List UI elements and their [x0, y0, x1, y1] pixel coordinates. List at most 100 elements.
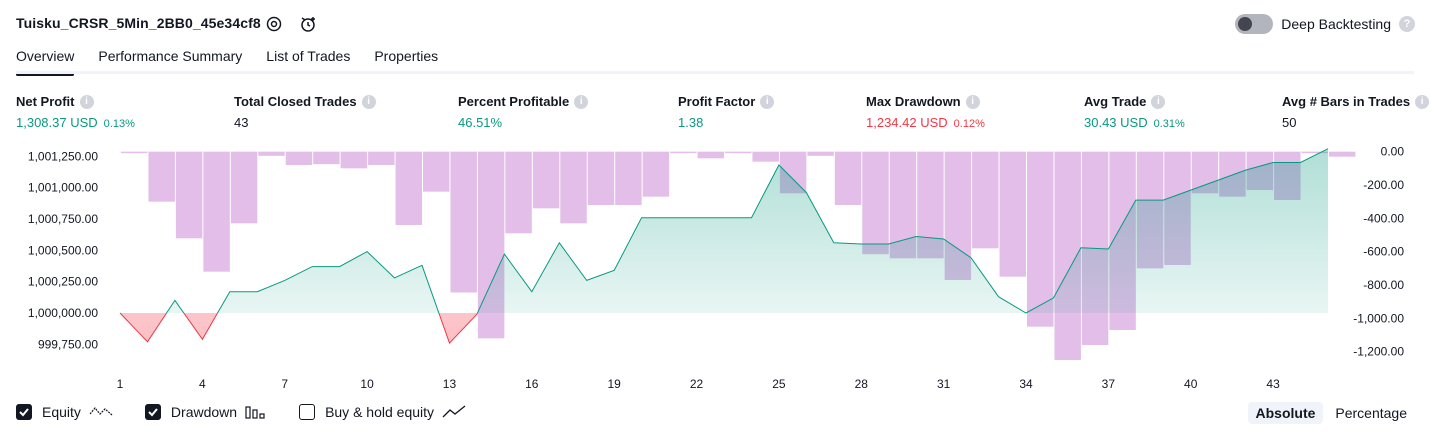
- info-icon[interactable]: i: [965, 94, 980, 109]
- info-icon[interactable]: i: [760, 94, 775, 109]
- buy-hold-line-icon: [442, 405, 466, 419]
- drawdown-bar: [999, 151, 1026, 277]
- drawdown-checkbox[interactable]: [144, 404, 161, 420]
- metric-percent: 0.13%: [103, 118, 135, 130]
- metric-label: Profit Factor: [678, 94, 756, 109]
- metric-max-drawdown: Max Drawdown i 1,234.42 USD 0.12%: [866, 94, 985, 130]
- mode-absolute[interactable]: Absolute: [1247, 402, 1324, 424]
- drawdown-bar: [670, 151, 697, 154]
- legend-equity[interactable]: Equity: [16, 404, 113, 420]
- x-tick-label: 40: [1184, 377, 1198, 391]
- metric-profit-factor: Profit Factor i 1.38: [678, 94, 775, 130]
- info-icon[interactable]: i: [1151, 94, 1166, 109]
- drawdown-bar: [615, 151, 642, 205]
- metric-net-profit: Net Profit i 1,308.37 USD 0.13%: [16, 94, 135, 130]
- metric-value: 1,308.37 USD: [16, 115, 98, 130]
- drawdown-bar: [862, 151, 889, 255]
- drawdown-bar: [285, 151, 313, 165]
- tab-performance-summary[interactable]: Performance Summary: [98, 48, 243, 64]
- x-tick-label: 34: [1019, 377, 1033, 391]
- tab-properties[interactable]: Properties: [374, 48, 439, 64]
- drawdown-tick-label: -600.00: [1363, 245, 1404, 259]
- x-tick-label: 19: [608, 377, 622, 391]
- settings-gear-icon[interactable]: [264, 14, 284, 34]
- tab-overview[interactable]: Overview: [16, 48, 75, 76]
- tab-divider: [16, 71, 1414, 74]
- legend-label: Drawdown: [170, 404, 238, 420]
- x-tick-label: 4: [199, 377, 206, 391]
- metric-value: 46.51%: [458, 115, 503, 130]
- metric-label: Percent Profitable: [458, 94, 570, 109]
- drawdown-tick-label: -1,200.00: [1353, 345, 1404, 359]
- drawdown-bar: [834, 151, 862, 205]
- metric-avg-trade: Avg Trade i 30.43 USD 0.31%: [1084, 94, 1185, 130]
- drawdown-bar: [313, 151, 340, 165]
- drawdown-bar: [1027, 151, 1054, 327]
- drawdown-bar: [587, 151, 615, 205]
- drawdown-bar: [807, 151, 834, 156]
- drawdown-tick-label: -400.00: [1363, 211, 1404, 225]
- metric-label: Net Profit: [16, 94, 75, 109]
- info-icon[interactable]: i: [79, 94, 94, 109]
- equity-tick-label: 1,001,000.00: [28, 181, 98, 195]
- equity-line-icon: [89, 405, 113, 419]
- deep-backtesting-toggle[interactable]: [1235, 14, 1274, 34]
- equity-fill-positive: [166, 148, 1328, 313]
- legend-label: Equity: [42, 404, 81, 420]
- mode-percentage[interactable]: Percentage: [1335, 405, 1407, 421]
- drawdown-bar: [505, 151, 532, 234]
- x-tick-label: 16: [525, 377, 539, 391]
- metric-label: Max Drawdown: [866, 94, 961, 109]
- buy-hold-checkbox[interactable]: [299, 404, 316, 420]
- drawdown-bar: [752, 151, 779, 162]
- x-tick-label: 25: [772, 377, 786, 391]
- drawdown-bar: [230, 151, 258, 224]
- drawdown-bars-icon: [245, 405, 267, 419]
- drawdown-tick-label: 0.00: [1381, 145, 1405, 159]
- drawdown-bar: [450, 151, 477, 293]
- equity-tick-label: 1,000,000.00: [28, 306, 98, 320]
- metric-value: 30.43 USD: [1084, 115, 1148, 130]
- drawdown-bar: [725, 151, 752, 154]
- drawdown-bar: [258, 151, 285, 156]
- x-tick-label: 43: [1266, 377, 1280, 391]
- equity-tick-label: 1,000,500.00: [28, 243, 98, 257]
- drawdown-bar: [560, 151, 587, 224]
- equity-checkbox[interactable]: [16, 404, 32, 420]
- info-icon[interactable]: i: [1415, 94, 1430, 109]
- legend-label: Buy & hold equity: [325, 404, 435, 420]
- metric-label: Avg Trade: [1084, 94, 1147, 109]
- drawdown-bar: [642, 151, 670, 197]
- deep-backtesting-label: Deep Backtesting: [1281, 16, 1391, 32]
- drawdown-bar: [121, 151, 148, 154]
- x-tick-label: 10: [360, 377, 374, 391]
- metric-label: Avg # Bars in Trades: [1282, 94, 1411, 109]
- x-tick-label: 37: [1102, 377, 1116, 391]
- legend-buy-hold[interactable]: Buy & hold equity: [299, 404, 466, 420]
- drawdown-bar: [532, 151, 560, 209]
- metric-label: Total Closed Trades: [234, 94, 357, 109]
- drawdown-bar: [1301, 151, 1328, 154]
- drawdown-bar: [148, 151, 175, 202]
- info-icon[interactable]: i: [574, 94, 589, 109]
- drawdown-bar: [203, 151, 230, 272]
- drawdown-bar: [175, 151, 203, 239]
- metric-avg-bars-in-trades: Avg # Bars in Trades i 50: [1282, 94, 1430, 130]
- drawdown-bar: [972, 151, 999, 249]
- display-mode-switch: Absolute Percentage: [1247, 402, 1416, 424]
- replay-clock-icon[interactable]: [298, 14, 318, 34]
- metric-value: 1.38: [678, 115, 704, 130]
- equity-tick-label: 1,000,250.00: [28, 275, 98, 289]
- tab-bar: Overview Performance Summary List of Tra…: [16, 48, 462, 76]
- help-icon[interactable]: ?: [1399, 16, 1415, 32]
- drawdown-tick-label: -1,000.00: [1353, 311, 1404, 325]
- drawdown-y-axis: 0.00 -200.00 -400.00 -600.00 -800.00 -1,000.0…: [1353, 145, 1404, 359]
- equity-tick-label: 1,001,250.00: [28, 149, 98, 163]
- x-tick-label: 28: [855, 377, 869, 391]
- info-icon[interactable]: i: [361, 94, 376, 109]
- legend-drawdown[interactable]: Drawdown: [144, 404, 267, 420]
- metric-percent: 0.12%: [953, 118, 985, 130]
- tab-list-of-trades[interactable]: List of Trades: [266, 48, 351, 64]
- drawdown-tick-label: -200.00: [1363, 178, 1404, 192]
- metric-percent-profitable: Percent Profitable i 46.51%: [458, 94, 589, 130]
